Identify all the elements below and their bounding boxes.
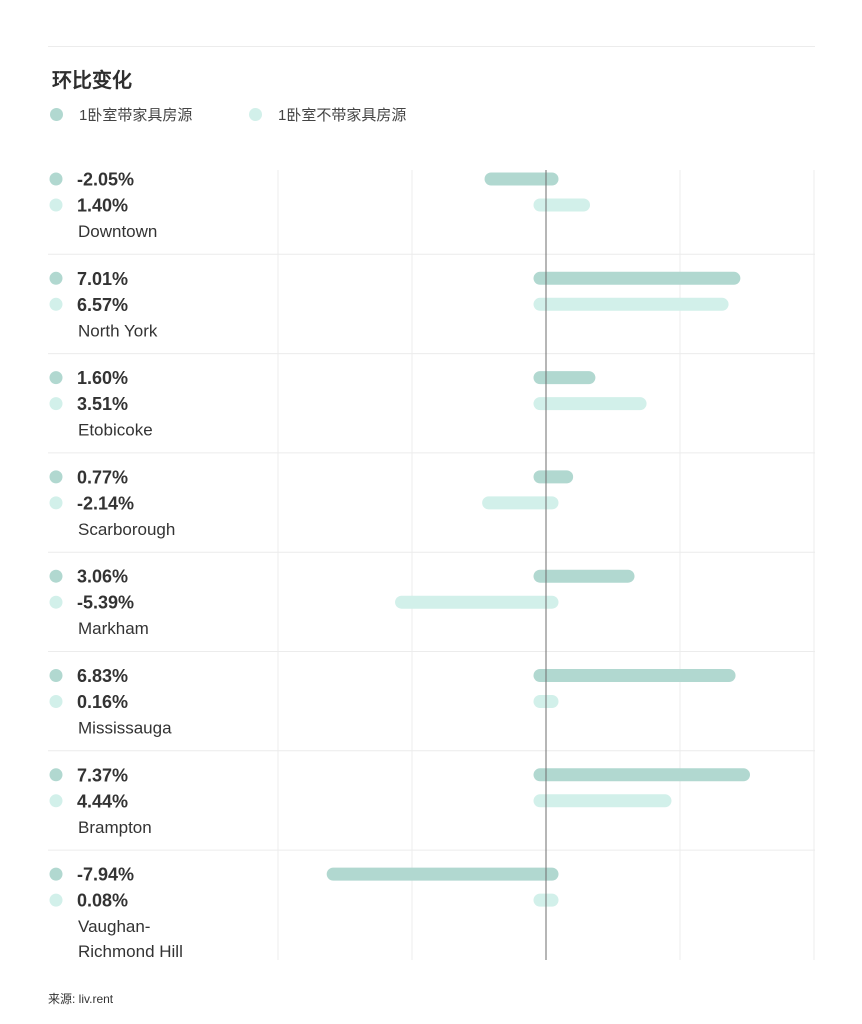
series-dot xyxy=(49,893,63,907)
source-note: 来源: liv.rent xyxy=(48,992,114,1006)
category-label: Downtown xyxy=(78,222,157,241)
value-label: 7.01% xyxy=(77,269,128,289)
series-dot xyxy=(49,794,63,808)
value-label: 1.60% xyxy=(77,368,128,388)
category-label: Scarborough xyxy=(78,520,175,539)
legend-item-furnished: 1卧室带家具房源 xyxy=(50,104,192,125)
value-label: 6.83% xyxy=(77,666,128,686)
series-dot xyxy=(49,695,63,708)
value-label: 7.37% xyxy=(77,765,128,785)
series-dot xyxy=(49,470,63,484)
category-label: Mississauga xyxy=(78,719,172,738)
series-dot xyxy=(49,172,63,186)
series-dot xyxy=(49,371,63,385)
series-dot xyxy=(49,867,63,881)
category-label: Markham xyxy=(78,619,149,638)
value-label: -7.94% xyxy=(77,865,134,885)
legend-label-furnished: 1卧室带家具房源 xyxy=(79,107,193,124)
value-label: 0.16% xyxy=(77,692,128,712)
category-label: Etobicoke xyxy=(78,421,153,440)
series-dot xyxy=(49,569,63,583)
legend-item-unfurnished: 1卧室不带家具房源 xyxy=(249,104,406,125)
series-dot xyxy=(49,397,63,411)
series-dot xyxy=(49,297,63,311)
legend-label-unfurnished: 1卧室不带家具房源 xyxy=(278,107,407,124)
value-label: 0.77% xyxy=(77,467,128,487)
category-label: Richmond Hill xyxy=(78,942,183,961)
value-label: 0.08% xyxy=(77,891,128,911)
top-divider xyxy=(48,46,815,47)
value-label: -5.39% xyxy=(77,593,134,613)
value-label: 6.57% xyxy=(77,295,128,315)
value-label: -2.05% xyxy=(77,170,134,190)
category-label: North York xyxy=(78,321,158,340)
series-dot xyxy=(49,768,63,782)
series-dot xyxy=(49,669,63,682)
value-label: 3.06% xyxy=(77,567,128,587)
value-label: -2.14% xyxy=(77,493,134,513)
value-label: 3.51% xyxy=(77,394,128,414)
series-dot xyxy=(49,595,63,609)
category-label: Vaughan- xyxy=(78,917,150,936)
legend-dot-furnished xyxy=(50,108,63,121)
chart-title: 环比变化 xyxy=(52,70,132,92)
legend-dot-unfurnished xyxy=(249,108,262,121)
value-label: 1.40% xyxy=(77,196,128,216)
series-dot xyxy=(49,496,63,510)
category-label: Brampton xyxy=(78,818,152,837)
legend: 1卧室带家具房源 1卧室不带家具房源 xyxy=(0,104,862,128)
series-dot xyxy=(49,271,63,285)
series-dot xyxy=(49,198,63,212)
value-label: 4.44% xyxy=(77,791,128,811)
